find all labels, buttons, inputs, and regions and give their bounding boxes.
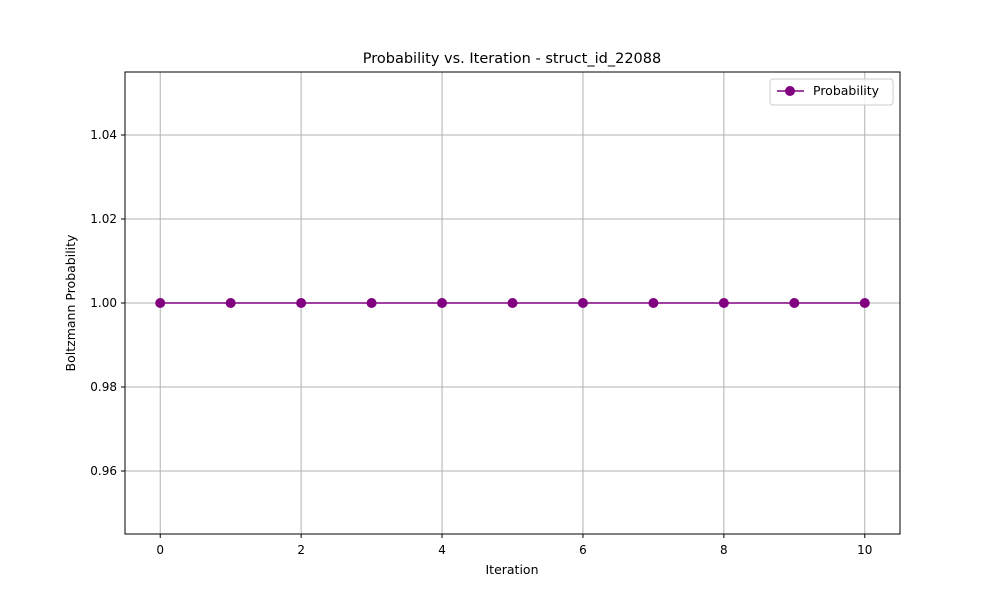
y-tick-label: 1.04 xyxy=(90,128,117,142)
data-point xyxy=(718,298,729,308)
legend: Probability xyxy=(769,78,894,106)
data-point xyxy=(507,298,518,308)
x-tick-label: 6 xyxy=(579,543,587,557)
data-point xyxy=(296,298,307,308)
x-tick-label: 10 xyxy=(857,543,872,557)
y-tick-label: 0.98 xyxy=(90,380,117,394)
y-tick-label: 0.96 xyxy=(90,464,117,478)
data-point xyxy=(437,298,448,308)
data-point xyxy=(577,298,588,308)
legend-marker xyxy=(785,86,795,96)
data-point xyxy=(225,298,236,308)
y-tick-label: 1.00 xyxy=(90,296,117,310)
x-tick-label: 8 xyxy=(720,543,728,557)
x-axis-label: Iteration xyxy=(485,562,538,577)
y-axis-label: Boltzmann Probability xyxy=(63,234,78,371)
chart-title: Probability vs. Iteration - struct_id_22… xyxy=(363,51,661,67)
data-point xyxy=(155,298,166,308)
x-axis: 0 2 4 6 8 10 xyxy=(156,534,872,557)
x-tick-label: 4 xyxy=(438,543,446,557)
x-tick-label: 0 xyxy=(156,543,164,557)
legend-box xyxy=(769,78,894,106)
data-point xyxy=(789,298,800,308)
data-point xyxy=(648,298,659,308)
y-axis: 0.96 0.98 1.00 1.02 1.04 xyxy=(90,128,125,478)
data-point xyxy=(859,298,870,308)
y-tick-label: 1.02 xyxy=(90,212,117,226)
legend-label: Probability xyxy=(813,83,880,98)
data-point xyxy=(366,298,377,308)
series-layer xyxy=(155,298,870,308)
x-tick-label: 2 xyxy=(297,543,305,557)
